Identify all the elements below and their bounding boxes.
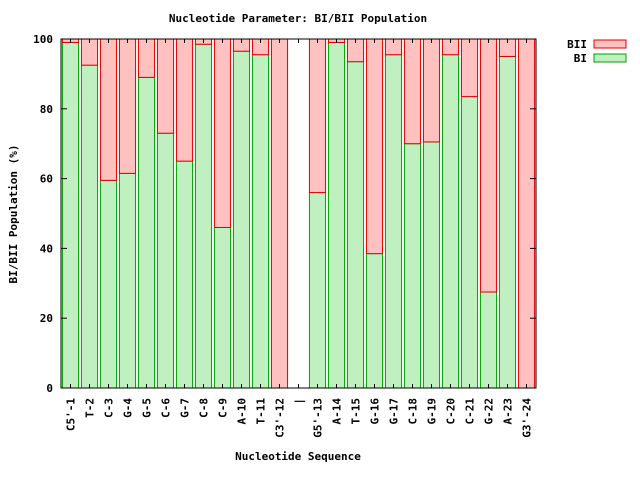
- x-tick-label: G-17: [388, 398, 401, 425]
- legend-swatch-bi: [593, 53, 627, 63]
- bar-bii-13: [308, 38, 327, 194]
- bar-bii-4: [137, 38, 156, 78]
- legend-swatch-bii: [593, 39, 627, 49]
- x-tick-label: G-19: [426, 398, 439, 425]
- bar-bi-19: [422, 141, 441, 389]
- x-tick-label: T-15: [350, 398, 363, 425]
- bar-bii-6: [175, 38, 194, 162]
- bar-bi-1: [80, 64, 99, 389]
- x-tick-label: |: [293, 398, 306, 405]
- x-axis-label: Nucleotide Sequence: [235, 450, 361, 463]
- bar-bi-14: [327, 41, 346, 389]
- x-tick-label: A-23: [502, 398, 515, 425]
- bar-bii-11: [270, 38, 289, 389]
- x-tick-label: C-6: [160, 398, 173, 418]
- x-tick-label: C-9: [217, 398, 230, 418]
- x-tick-label: C3'-12: [274, 398, 287, 438]
- bar-bi-16: [365, 253, 384, 389]
- x-tick-label: A-14: [331, 398, 344, 425]
- axes-layer: C5'-1 T-2 C-3 G-4 G-5 C-6 G-7 C-8 C-9 A-10 T-11 C3'…: [33, 33, 537, 438]
- plot-frame: [60, 38, 537, 389]
- y-tick-label: 0: [46, 382, 53, 395]
- bar-bi-6: [175, 160, 194, 389]
- x-tick-label: T-2: [84, 398, 97, 418]
- bar-bii-24: [517, 38, 536, 389]
- bar-bi-8: [213, 226, 232, 389]
- bar-bii-22: [479, 38, 498, 293]
- bar-bii-2: [99, 38, 118, 181]
- bar-bi-0: [61, 41, 80, 389]
- x-tick-label: G-5: [141, 398, 154, 418]
- y-tick-label: 20: [40, 312, 53, 325]
- x-tick-label: A-10: [236, 398, 249, 425]
- x-tick-label: C-18: [407, 398, 420, 425]
- bar-bii-8: [213, 38, 232, 228]
- bar-bi-4: [137, 76, 156, 389]
- bar-bii-18: [403, 38, 422, 145]
- x-tick-label: G-16: [369, 398, 382, 425]
- bar-bii-3: [118, 38, 137, 174]
- bar-bi-22: [479, 291, 498, 389]
- bar-bi-15: [346, 61, 365, 389]
- bars-layer: [61, 38, 536, 389]
- bar-bi-9: [232, 50, 251, 389]
- y-tick-label: 40: [40, 242, 53, 255]
- bar-bi-10: [251, 54, 270, 389]
- x-tick-label: G-7: [179, 398, 192, 418]
- x-tick-label: G3'-24: [521, 398, 534, 438]
- x-tick-label: G5'-13: [312, 398, 325, 438]
- bar-bi-17: [384, 54, 403, 389]
- y-axis-label: BI/BII Population (%): [7, 144, 20, 283]
- bar-bii-21: [460, 38, 479, 98]
- bar-bi-3: [118, 172, 137, 389]
- x-tick-label: C-20: [445, 398, 458, 425]
- y-tick-label: 80: [40, 103, 53, 116]
- x-tick-label: T-11: [255, 398, 268, 425]
- bar-bi-20: [441, 54, 460, 389]
- bar-bii-16: [365, 38, 384, 255]
- bar-bi-2: [99, 179, 118, 389]
- bar-bii-5: [156, 38, 175, 134]
- bar-bi-21: [460, 96, 479, 389]
- bar-bi-13: [308, 192, 327, 389]
- x-tick-label: C5'-1: [65, 398, 78, 431]
- bar-bi-18: [403, 143, 422, 389]
- x-tick-label: G-4: [122, 398, 135, 418]
- chart-title: Nucleotide Parameter: BI/BII Population: [169, 12, 427, 25]
- x-tick-label: C-21: [464, 398, 477, 425]
- legend-label-bii: BII: [567, 38, 587, 51]
- y-tick-label: 60: [40, 173, 53, 186]
- y-tick-label: 100: [33, 33, 53, 46]
- x-tick-label: C-3: [103, 398, 116, 418]
- bar-bi-7: [194, 43, 213, 389]
- bar-bii-19: [422, 38, 441, 143]
- bar-bi-5: [156, 132, 175, 389]
- bar-bi-23: [498, 55, 517, 389]
- x-tick-label: C-8: [198, 398, 211, 418]
- x-tick-label: G-22: [483, 398, 496, 425]
- legend-label-bi: BI: [574, 52, 587, 65]
